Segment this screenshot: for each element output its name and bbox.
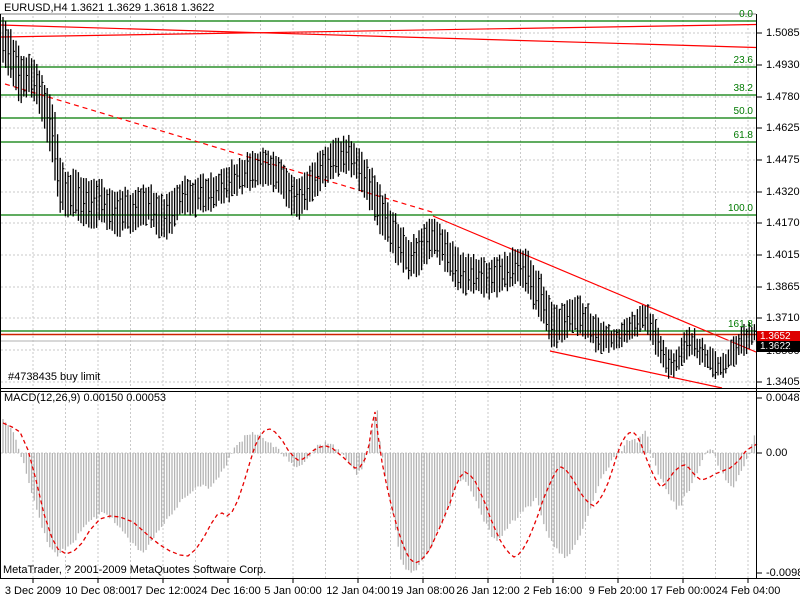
price-axis-label: 1.3865: [766, 281, 800, 293]
copyright-label: MetaTrader, ? 2001-2009 MetaQuotes Softw…: [3, 564, 267, 576]
order-price-axis-box: 1.3652: [757, 331, 800, 342]
macd-axis-label: -0.00987: [766, 567, 800, 579]
date-axis-label: 12 Jan 04:00: [326, 585, 390, 597]
price-axis-label: 1.5085: [766, 27, 800, 39]
macd-indicator-label: MACD(12,26,9) 0.00150 0.00053: [4, 392, 167, 404]
chart-title-ohlc: EURUSD,H4 1.3621 1.3629 1.3618 1.3622: [4, 2, 215, 14]
trendline: [432, 215, 757, 353]
date-axis-label: 26 Jan 12:00: [456, 585, 520, 597]
macd-signal-line: [2, 411, 758, 564]
price-axis-label: 1.4015: [766, 249, 800, 261]
date-axis-label: 5 Jan 00:00: [264, 585, 322, 597]
macd-axis-label: 0.00488: [766, 392, 800, 404]
date-axis-label: 17 Feb 00:00: [650, 585, 716, 597]
fibonacci-level-label: 0.0: [739, 9, 753, 20]
price-axis-label: 1.4780: [766, 91, 800, 103]
fibonacci-level-label: 50.0: [733, 106, 753, 117]
date-axis-label: 3 Dec 2009: [4, 585, 62, 597]
price-axis-label: 1.4625: [766, 122, 800, 134]
date-axis-label: 2 Feb 16:00: [523, 585, 583, 597]
date-axis-label: 9 Feb 20:00: [588, 585, 648, 597]
fibonacci-level-label: 161.8: [727, 319, 753, 330]
price-axis-label: 1.3405: [766, 376, 800, 388]
price-axis-label: 1.3710: [766, 312, 800, 324]
price-axis-label: 1.4320: [766, 186, 800, 198]
date-axis-label: 17 Dec 12:00: [130, 585, 196, 597]
bid-price-axis-box: 1.3622: [757, 341, 800, 352]
order-buy-limit-label: #4738435 buy limit: [8, 371, 101, 383]
price-axis-label: 1.3560: [766, 345, 800, 357]
fibonacci-level-label: 38.2: [733, 83, 753, 94]
price-axis-label: 1.4170: [766, 217, 800, 229]
date-axis-label: 19 Jan 08:00: [391, 585, 455, 597]
trendline: [0, 23, 757, 38]
fibonacci-level-label: 61.8: [733, 130, 753, 141]
trendline-dashed: [4, 83, 436, 214]
date-axis-label: 24 Feb 04:00: [715, 585, 781, 597]
price-axis-label: 1.4930: [766, 59, 800, 71]
fibonacci-level-label: 100.0: [727, 203, 753, 214]
date-axis-label: 24 Dec 16:00: [195, 585, 261, 597]
date-axis-label: 10 Dec 08:00: [65, 585, 131, 597]
trendline: [549, 350, 723, 389]
trendline: [0, 24, 757, 49]
price-axis-label: 1.4475: [766, 154, 800, 166]
macd-axis-label: 0.00: [766, 447, 788, 459]
fibonacci-level-label: 23.6: [733, 55, 753, 66]
